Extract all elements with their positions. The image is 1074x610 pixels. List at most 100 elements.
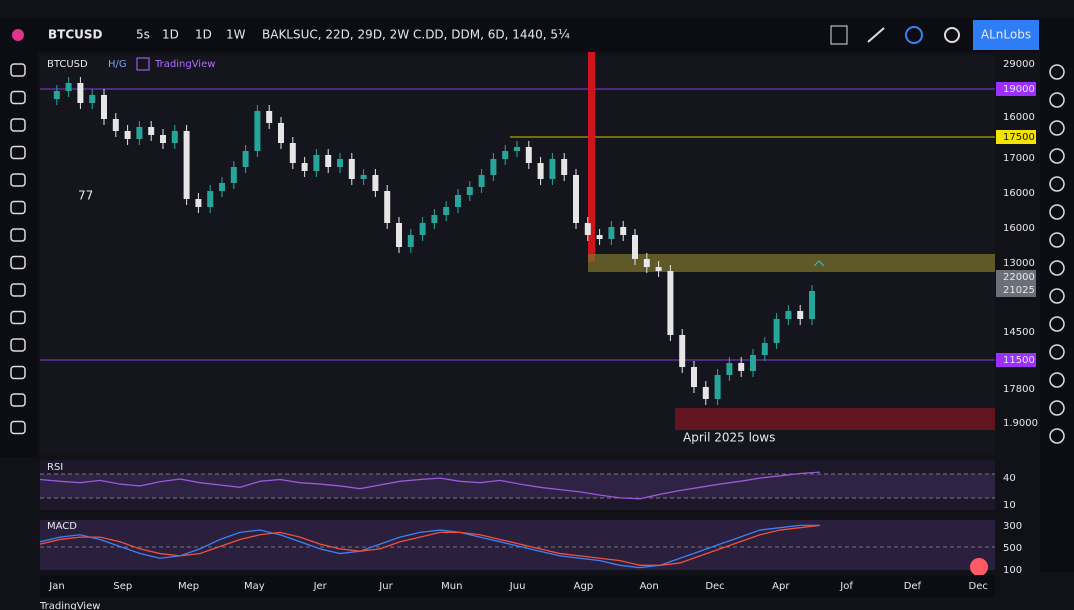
- zone-label: April 2025 lows: [683, 431, 775, 445]
- button[interactable]: [973, 20, 1039, 50]
- x-tick-label: Dec: [969, 581, 988, 592]
- tool-icon[interactable]: [1049, 204, 1065, 220]
- tool-icon[interactable]: [1049, 344, 1065, 360]
- tool-icon[interactable]: [1049, 260, 1065, 276]
- pane-axis-label: 300: [1003, 521, 1022, 532]
- candle: [360, 175, 367, 179]
- price-label: 22000: [1003, 272, 1035, 283]
- tool-icon[interactable]: [10, 310, 26, 325]
- macd-pane: [40, 520, 995, 570]
- highlight-bar: [588, 52, 595, 262]
- candle: [266, 111, 273, 123]
- candle: [726, 363, 733, 375]
- tool-icon[interactable]: [10, 365, 26, 380]
- candle: [584, 223, 591, 235]
- candle: [643, 259, 650, 267]
- x-tick-label: Mep: [178, 581, 199, 592]
- tool-icon[interactable]: [10, 420, 26, 435]
- indicators[interactable]: BAKLSUC, 22D, 29D, 2W C.DD, DDM, 6D, 144…: [262, 28, 570, 42]
- tool-icon[interactable]: [1049, 400, 1065, 416]
- candle: [219, 183, 225, 191]
- candle: [183, 131, 190, 199]
- interval[interactable]: 1D: [195, 28, 212, 42]
- tool-icon[interactable]: [1049, 428, 1065, 444]
- header-interval: H/G: [108, 59, 127, 70]
- candle: [549, 159, 556, 179]
- price-label: 17500: [1003, 132, 1035, 143]
- tool-icon[interactable]: [10, 200, 26, 215]
- footer: TradingView: [39, 601, 100, 610]
- icon[interactable]: [830, 25, 848, 45]
- candle: [77, 83, 84, 103]
- candle: [596, 235, 603, 239]
- x-tick-label: May: [244, 581, 265, 592]
- x-tick-label: Apr: [772, 581, 790, 592]
- icon[interactable]: [867, 27, 885, 43]
- x-tick-label: Jof: [839, 581, 853, 592]
- tool-icon[interactable]: [10, 255, 26, 270]
- x-tick-label: Agp: [574, 581, 594, 592]
- candle: [632, 235, 638, 259]
- tool-icon[interactable]: [1049, 176, 1065, 192]
- tool-icon[interactable]: [1049, 232, 1065, 248]
- logo[interactable]: [12, 29, 24, 41]
- icon[interactable]: [970, 558, 988, 576]
- candle: [242, 151, 249, 167]
- price-label: 13000: [1003, 258, 1035, 269]
- candle: [785, 311, 792, 319]
- tool-icon[interactable]: [10, 393, 26, 407]
- button-label[interactable]: ALnLobs: [981, 28, 1031, 42]
- candle: [372, 175, 379, 191]
- candle: [313, 155, 320, 171]
- pane-axis-label: 100: [1003, 565, 1022, 576]
- candle: [455, 195, 461, 207]
- candle: [384, 191, 391, 223]
- candle: [431, 215, 438, 223]
- annotation: 77: [78, 189, 93, 203]
- zone: [588, 254, 995, 272]
- right-toolbar: [1040, 52, 1074, 572]
- price-tag: [996, 82, 1036, 96]
- candle: [537, 163, 544, 179]
- tool-icon[interactable]: [1049, 316, 1065, 332]
- tool-icon[interactable]: [10, 173, 26, 187]
- tool-icon[interactable]: [1049, 92, 1065, 108]
- price-tag: [996, 270, 1036, 284]
- x-tick-label: Def: [904, 581, 922, 592]
- tool-icon[interactable]: [10, 228, 26, 242]
- candle: [195, 199, 202, 207]
- symbol[interactable]: BTCUSD: [48, 28, 103, 42]
- tool-icon[interactable]: [10, 90, 26, 105]
- tool-icon[interactable]: [10, 118, 26, 132]
- tool-icon[interactable]: [10, 338, 26, 352]
- x-tick-label: Sep: [113, 581, 132, 592]
- candle: [608, 227, 615, 239]
- candle: [478, 175, 485, 187]
- x-tick-label: Dec: [705, 581, 724, 592]
- tool-icon[interactable]: [10, 283, 26, 297]
- candle: [171, 131, 178, 143]
- icon[interactable]: [905, 26, 923, 44]
- price-label: 16000: [1003, 223, 1035, 234]
- interval[interactable]: 1D: [162, 28, 179, 42]
- x-axis: [40, 575, 995, 597]
- interval[interactable]: 5s: [136, 28, 150, 42]
- tool-icon[interactable]: [10, 63, 26, 77]
- tool-icon[interactable]: [1049, 288, 1065, 304]
- left-toolbar: [0, 52, 38, 457]
- price-label: 16000: [1003, 188, 1035, 199]
- icon[interactable]: [944, 27, 960, 43]
- candle: [289, 143, 296, 163]
- tool-icon[interactable]: [1049, 64, 1065, 80]
- tool-icon[interactable]: [10, 145, 26, 160]
- candle: [89, 95, 96, 103]
- candle: [207, 191, 214, 207]
- x-tick-label: Jan: [48, 581, 64, 592]
- tool-icon[interactable]: [1049, 120, 1065, 136]
- candle: [525, 147, 532, 163]
- tool-icon[interactable]: [1049, 148, 1065, 164]
- candle: [655, 267, 662, 271]
- candle: [136, 127, 143, 139]
- tool-icon[interactable]: [1049, 372, 1065, 388]
- interval[interactable]: 1W: [226, 28, 246, 42]
